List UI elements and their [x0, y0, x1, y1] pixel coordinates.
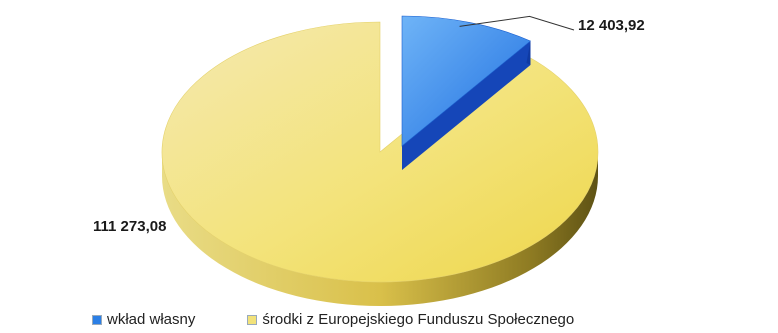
legend-swatch-yellow: [247, 314, 258, 325]
pie-data-labels: 12 403,92 111 273,08: [93, 15, 645, 235]
leader-line-wklad-wlasny: [459, 15, 575, 31]
pie-slice-wall-wklad-wlasny: [402, 40, 531, 171]
pie-slice-efs: [161, 21, 599, 283]
pie-slice-wklad-wlasny: [401, 15, 532, 147]
legend-item-wklad-wlasny: wkład własny: [92, 311, 195, 328]
pie-slices: [161, 15, 599, 306]
legend-swatch-blue: [92, 314, 102, 325]
legend-item-efs: środki z Europejskiego Funduszu Społeczn…: [247, 311, 574, 328]
chart-legend: wkład własny środki z Europejskiego Fund…: [92, 311, 574, 328]
legend-label: środki z Europejskiego Funduszu Społeczn…: [262, 311, 575, 328]
pie-slice-side-wklad-wlasny: [526, 40, 531, 65]
legend-label: wkład własny: [107, 311, 196, 328]
data-label-wklad-wlasny: 12 403,92: [578, 17, 645, 34]
pie-slice-side-efs: [162, 152, 598, 306]
data-label-efs: 111 273,08: [93, 218, 166, 235]
